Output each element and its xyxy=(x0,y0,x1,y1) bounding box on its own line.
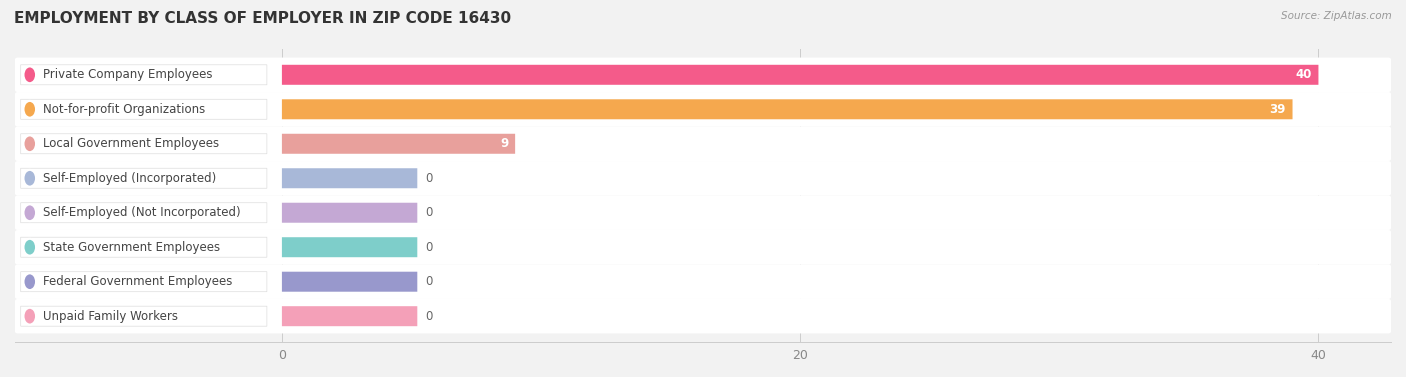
FancyBboxPatch shape xyxy=(283,99,1292,119)
FancyBboxPatch shape xyxy=(21,134,267,154)
FancyBboxPatch shape xyxy=(21,306,267,326)
Text: Self-Employed (Incorporated): Self-Employed (Incorporated) xyxy=(42,172,215,185)
FancyBboxPatch shape xyxy=(21,65,267,85)
Text: Self-Employed (Not Incorporated): Self-Employed (Not Incorporated) xyxy=(42,206,240,219)
FancyBboxPatch shape xyxy=(283,306,418,326)
FancyBboxPatch shape xyxy=(283,203,418,223)
FancyBboxPatch shape xyxy=(14,299,1392,333)
FancyBboxPatch shape xyxy=(283,237,418,257)
FancyBboxPatch shape xyxy=(283,134,515,154)
FancyBboxPatch shape xyxy=(14,230,1392,264)
Ellipse shape xyxy=(24,204,37,221)
FancyBboxPatch shape xyxy=(283,168,418,188)
Text: 0: 0 xyxy=(425,172,433,185)
Ellipse shape xyxy=(24,135,37,152)
Text: Source: ZipAtlas.com: Source: ZipAtlas.com xyxy=(1281,11,1392,21)
Text: Local Government Employees: Local Government Employees xyxy=(42,137,219,150)
Text: 0: 0 xyxy=(425,241,433,254)
FancyBboxPatch shape xyxy=(14,196,1392,230)
Ellipse shape xyxy=(24,308,37,325)
FancyBboxPatch shape xyxy=(14,58,1392,92)
Text: Not-for-profit Organizations: Not-for-profit Organizations xyxy=(42,103,205,116)
Text: EMPLOYMENT BY CLASS OF EMPLOYER IN ZIP CODE 16430: EMPLOYMENT BY CLASS OF EMPLOYER IN ZIP C… xyxy=(14,11,512,26)
FancyBboxPatch shape xyxy=(283,272,418,292)
FancyBboxPatch shape xyxy=(21,272,267,292)
Text: 0: 0 xyxy=(425,310,433,323)
Text: Federal Government Employees: Federal Government Employees xyxy=(42,275,232,288)
Text: Unpaid Family Workers: Unpaid Family Workers xyxy=(42,310,177,323)
Text: 0: 0 xyxy=(425,275,433,288)
FancyBboxPatch shape xyxy=(14,127,1392,161)
Text: 0: 0 xyxy=(425,206,433,219)
FancyBboxPatch shape xyxy=(21,203,267,223)
FancyBboxPatch shape xyxy=(283,65,1319,85)
Text: 9: 9 xyxy=(501,137,509,150)
FancyBboxPatch shape xyxy=(14,92,1392,127)
FancyBboxPatch shape xyxy=(21,237,267,257)
Ellipse shape xyxy=(24,101,37,118)
Ellipse shape xyxy=(24,66,37,83)
Text: 40: 40 xyxy=(1295,68,1312,81)
Text: State Government Employees: State Government Employees xyxy=(42,241,219,254)
FancyBboxPatch shape xyxy=(14,161,1392,196)
FancyBboxPatch shape xyxy=(21,168,267,188)
Ellipse shape xyxy=(24,170,37,187)
FancyBboxPatch shape xyxy=(14,264,1392,299)
FancyBboxPatch shape xyxy=(21,99,267,119)
Text: Private Company Employees: Private Company Employees xyxy=(42,68,212,81)
Ellipse shape xyxy=(24,273,37,290)
Ellipse shape xyxy=(24,239,37,256)
Text: 39: 39 xyxy=(1270,103,1286,116)
